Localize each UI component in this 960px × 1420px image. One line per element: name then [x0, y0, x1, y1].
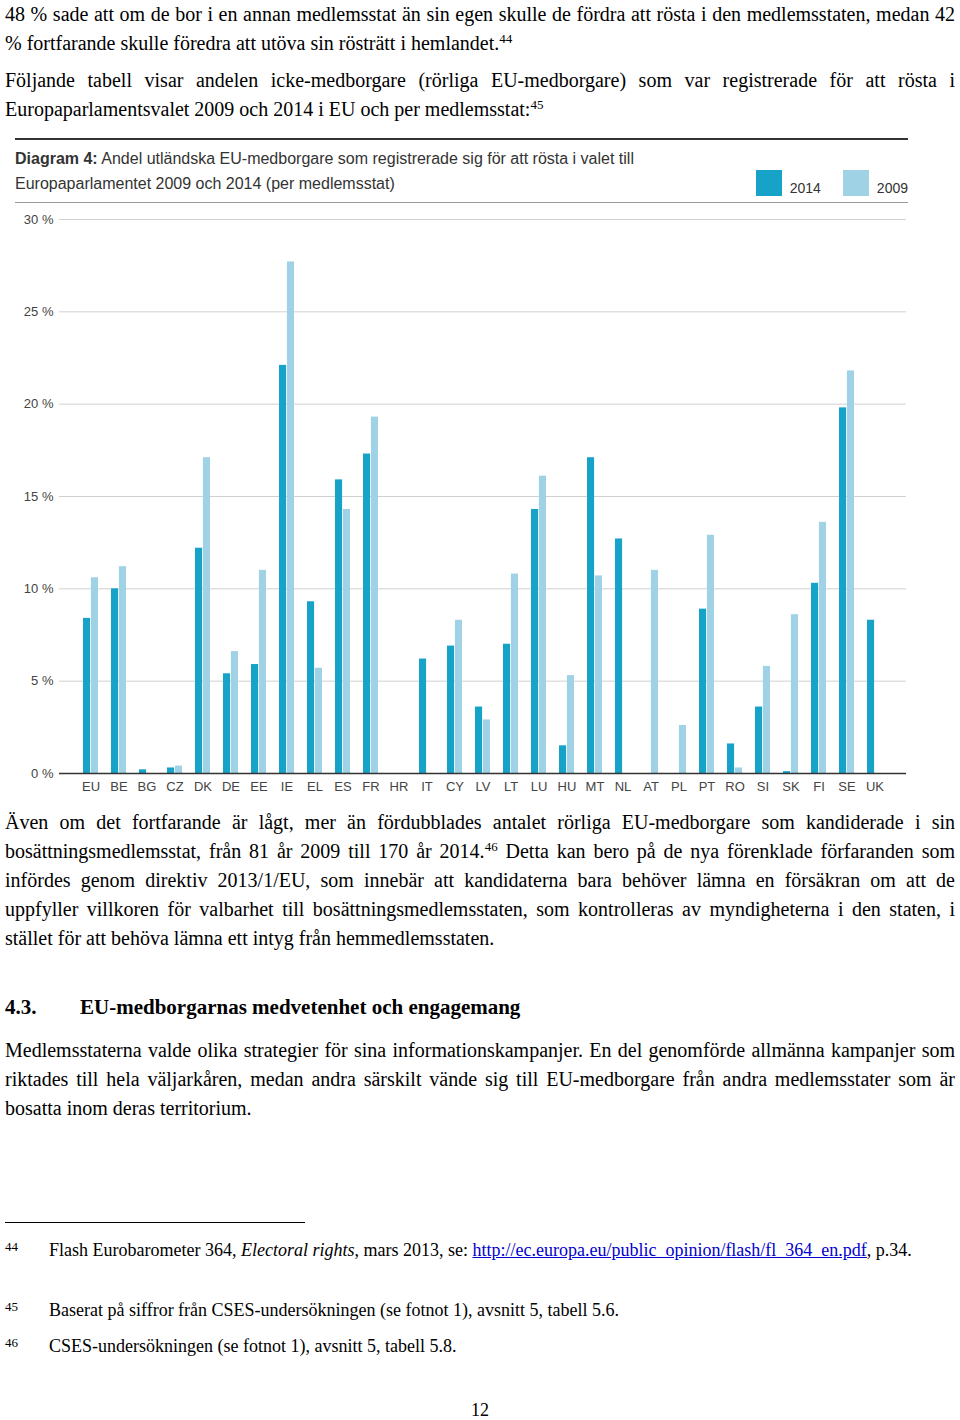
svg-text:RO: RO [725, 779, 745, 794]
svg-text:SI: SI [757, 779, 769, 794]
svg-text:LV: LV [476, 779, 491, 794]
html-text:48 % sade att om de bor i en a: 48 % sade att om de bor i en annan medle… [5, 3, 955, 54]
svg-text:FR: FR [362, 779, 379, 794]
svg-text:BE: BE [110, 779, 128, 794]
svg-text:HR: HR [390, 779, 409, 794]
svg-text:5 %: 5 % [31, 673, 54, 688]
svg-text:15 %: 15 % [24, 489, 54, 504]
html-text:4.3.: 4.3. [5, 995, 37, 1019]
svg-text:PT: PT [699, 779, 716, 794]
svg-text:20 %: 20 % [24, 396, 54, 411]
svg-text:SE: SE [838, 779, 856, 794]
svg-text:PL: PL [671, 779, 687, 794]
svg-text:AT: AT [643, 779, 659, 794]
svg-text:0 %: 0 % [31, 766, 54, 781]
svg-text:HU: HU [558, 779, 577, 794]
html-text:Flash Eurobarometer 364, Elect: Flash Eurobarometer 364, Electoral right… [49, 1240, 912, 1260]
svg-text:NL: NL [615, 779, 632, 794]
html-text:Även om det fortfarande är låg: Även om det fortfarande är lågt, mer än … [5, 811, 955, 949]
svg-text:ES: ES [334, 779, 352, 794]
svg-text:FI: FI [813, 779, 825, 794]
svg-text:30 %: 30 % [24, 212, 54, 227]
svg-text:IE: IE [281, 779, 294, 794]
svg-text:EL: EL [307, 779, 323, 794]
svg-text:CZ: CZ [166, 779, 183, 794]
svg-text:DK: DK [194, 779, 212, 794]
svg-text:LT: LT [504, 779, 518, 794]
html-text:2009: 2009 [876, 180, 908, 196]
html-text:Följande tabell visar andelen: Följande tabell visar andelen icke-medbo… [5, 69, 955, 120]
html-text:Diagram 4: Andel utländska EU-: Diagram 4: Andel utländska EU-medborgare… [15, 150, 634, 192]
svg-text:CY: CY [446, 779, 464, 794]
html-text:12: 12 [471, 1400, 489, 1420]
html-text:46: 46 [5, 1335, 18, 1350]
svg-text:DE: DE [222, 779, 240, 794]
svg-text:UK: UK [866, 779, 884, 794]
html-text:Baserat på siffror från CSES-u: Baserat på siffror från CSES-undersöknin… [49, 1300, 620, 1320]
svg-text:EE: EE [250, 779, 268, 794]
html-text:Medlemsstaterna valde olika st: Medlemsstaterna valde olika strategier f… [5, 1039, 955, 1119]
svg-text:EU: EU [82, 779, 100, 794]
svg-text:IT: IT [421, 779, 433, 794]
html-text:2014: 2014 [789, 180, 821, 196]
svg-text:SK: SK [782, 779, 800, 794]
html-text:EU-medborgarnas medvetenhet oc: EU-medborgarnas medvetenhet och engagema… [80, 995, 521, 1019]
html-text:44: 44 [5, 1239, 18, 1254]
svg-text:LU: LU [531, 779, 548, 794]
svg-text:25 %: 25 % [24, 304, 54, 319]
html-text:CSES-undersökningen (se fotnot: CSES-undersökningen (se fotnot 1), avsni… [49, 1336, 457, 1356]
svg-text:BG: BG [138, 779, 157, 794]
html-text:45: 45 [5, 1299, 18, 1314]
svg-text:10 %: 10 % [24, 581, 54, 596]
svg-text:MT: MT [586, 779, 605, 794]
